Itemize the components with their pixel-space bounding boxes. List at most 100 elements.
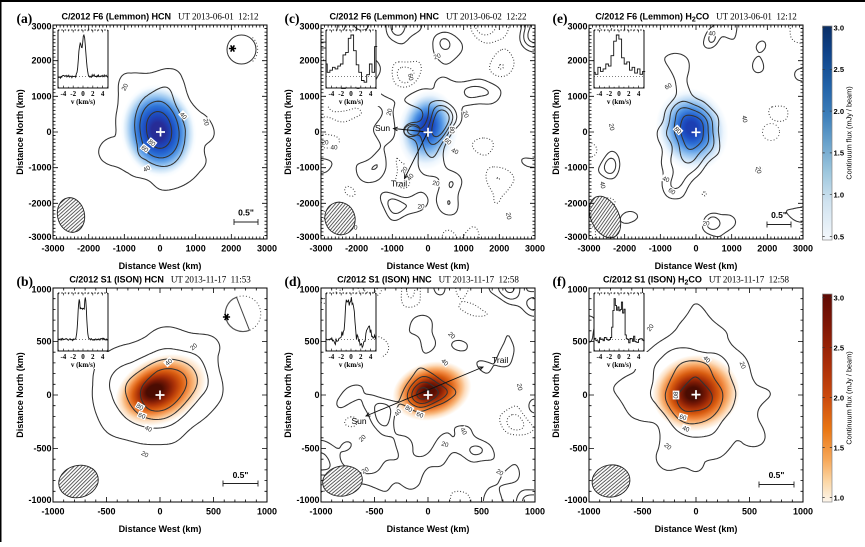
svg-text:3000: 3000 <box>567 22 587 32</box>
svg-text:20: 20 <box>702 220 710 227</box>
svg-text:v (km/s): v (km/s) <box>339 98 364 106</box>
svg-text:40: 40 <box>708 30 716 37</box>
svg-text:0.5: 0.5 <box>834 232 845 241</box>
svg-text:500: 500 <box>474 507 489 517</box>
svg-text:60: 60 <box>678 414 687 423</box>
svg-text:Sun: Sun <box>375 123 390 133</box>
svg-text:20: 20 <box>495 468 505 478</box>
svg-text:-2000: -2000 <box>564 198 587 208</box>
svg-text:-1000: -1000 <box>296 495 319 505</box>
svg-text:20: 20 <box>321 139 329 146</box>
svg-text:60: 60 <box>415 411 424 420</box>
svg-text:-3000: -3000 <box>296 232 319 242</box>
svg-text:0: 0 <box>157 507 162 517</box>
svg-text:-2: -2 <box>606 353 612 361</box>
svg-text:1000: 1000 <box>31 285 51 295</box>
svg-text:40: 40 <box>740 115 748 124</box>
svg-text:40: 40 <box>393 408 403 418</box>
svg-text:-4: -4 <box>328 353 334 361</box>
svg-text:0: 0 <box>693 244 698 254</box>
svg-text:2: 2 <box>91 90 95 98</box>
svg-text:20: 20 <box>400 165 410 175</box>
svg-text:1000: 1000 <box>257 507 277 517</box>
svg-text:60: 60 <box>667 187 677 197</box>
svg-text:0: 0 <box>349 90 353 98</box>
svg-text:(e): (e) <box>553 11 568 26</box>
svg-text:0: 0 <box>81 353 85 361</box>
svg-text:2000: 2000 <box>221 244 241 254</box>
svg-text:1000: 1000 <box>722 244 742 254</box>
svg-text:-500: -500 <box>569 444 587 454</box>
svg-text:0.5": 0.5" <box>238 208 254 218</box>
svg-text:0.5": 0.5" <box>771 210 787 220</box>
svg-text:Distance North (km): Distance North (km) <box>15 89 25 175</box>
svg-text:-2: -2 <box>338 353 344 361</box>
svg-text:20: 20 <box>417 203 425 210</box>
svg-text:60: 60 <box>664 82 674 92</box>
svg-text:Distance West (km): Distance West (km) <box>655 524 738 534</box>
svg-text:500: 500 <box>36 337 51 347</box>
svg-text:20: 20 <box>607 123 615 132</box>
svg-text:60: 60 <box>442 137 452 147</box>
svg-text:Sun: Sun <box>351 416 366 426</box>
svg-text:0: 0 <box>425 507 430 517</box>
svg-text:-1000: -1000 <box>309 507 332 517</box>
svg-text:1.5: 1.5 <box>834 443 845 452</box>
svg-text:80: 80 <box>448 126 455 134</box>
svg-text:Distance North (km): Distance North (km) <box>15 352 25 438</box>
svg-text:20: 20 <box>432 180 441 188</box>
svg-text:20: 20 <box>646 323 656 333</box>
svg-text:2000: 2000 <box>299 56 319 66</box>
svg-text:3.0: 3.0 <box>834 293 845 302</box>
svg-text:40: 40 <box>450 147 460 157</box>
svg-text:4: 4 <box>101 90 105 98</box>
svg-text:20: 20 <box>738 361 747 370</box>
svg-text:1.0: 1.0 <box>834 191 845 200</box>
svg-text:3000: 3000 <box>525 244 545 254</box>
svg-text:500: 500 <box>572 337 587 347</box>
svg-text:20: 20 <box>140 450 150 460</box>
svg-text:Trail: Trail <box>391 179 407 189</box>
svg-text:20: 20 <box>461 110 470 119</box>
svg-text:0: 0 <box>157 244 162 254</box>
svg-text:40: 40 <box>164 357 174 367</box>
svg-text:-2000: -2000 <box>613 244 636 254</box>
svg-text:-500: -500 <box>633 507 651 517</box>
svg-text:-4: -4 <box>60 90 66 98</box>
svg-text:20: 20 <box>358 433 368 443</box>
svg-text:4: 4 <box>369 353 373 361</box>
svg-text:-2000: -2000 <box>296 198 319 208</box>
svg-text:40: 40 <box>350 224 358 232</box>
svg-text:-3000: -3000 <box>309 244 332 254</box>
svg-text:-2: -2 <box>606 90 612 98</box>
svg-text:2.5: 2.5 <box>834 65 845 74</box>
svg-text:v (km/s): v (km/s) <box>71 98 96 106</box>
svg-text:0.5": 0.5" <box>233 470 249 480</box>
svg-text:Continuum flux (mJy / beam): Continuum flux (mJy / beam) <box>845 351 854 444</box>
svg-text:-3000: -3000 <box>564 232 587 242</box>
svg-text:20: 20 <box>433 52 442 61</box>
svg-text:500: 500 <box>206 507 221 517</box>
svg-text:40: 40 <box>701 355 711 365</box>
svg-text:Distance North (km): Distance North (km) <box>551 352 561 438</box>
svg-text:20: 20 <box>386 107 395 116</box>
svg-text:2: 2 <box>91 353 95 361</box>
svg-text:80: 80 <box>146 138 156 148</box>
svg-text:40: 40 <box>178 111 188 121</box>
svg-text:0: 0 <box>314 127 319 137</box>
svg-text:60: 60 <box>406 73 414 82</box>
svg-text:80: 80 <box>672 391 679 399</box>
svg-text:-1000: -1000 <box>564 495 587 505</box>
svg-text:0: 0 <box>693 507 698 517</box>
svg-text:-1000: -1000 <box>649 244 672 254</box>
svg-text:-1000: -1000 <box>28 495 51 505</box>
svg-text:3000: 3000 <box>299 22 319 32</box>
svg-text:1000: 1000 <box>31 91 51 101</box>
svg-text:Trail: Trail <box>492 355 508 365</box>
svg-text:-4: -4 <box>60 353 66 361</box>
svg-text:0: 0 <box>582 390 587 400</box>
svg-text:-2: -2 <box>70 90 76 98</box>
